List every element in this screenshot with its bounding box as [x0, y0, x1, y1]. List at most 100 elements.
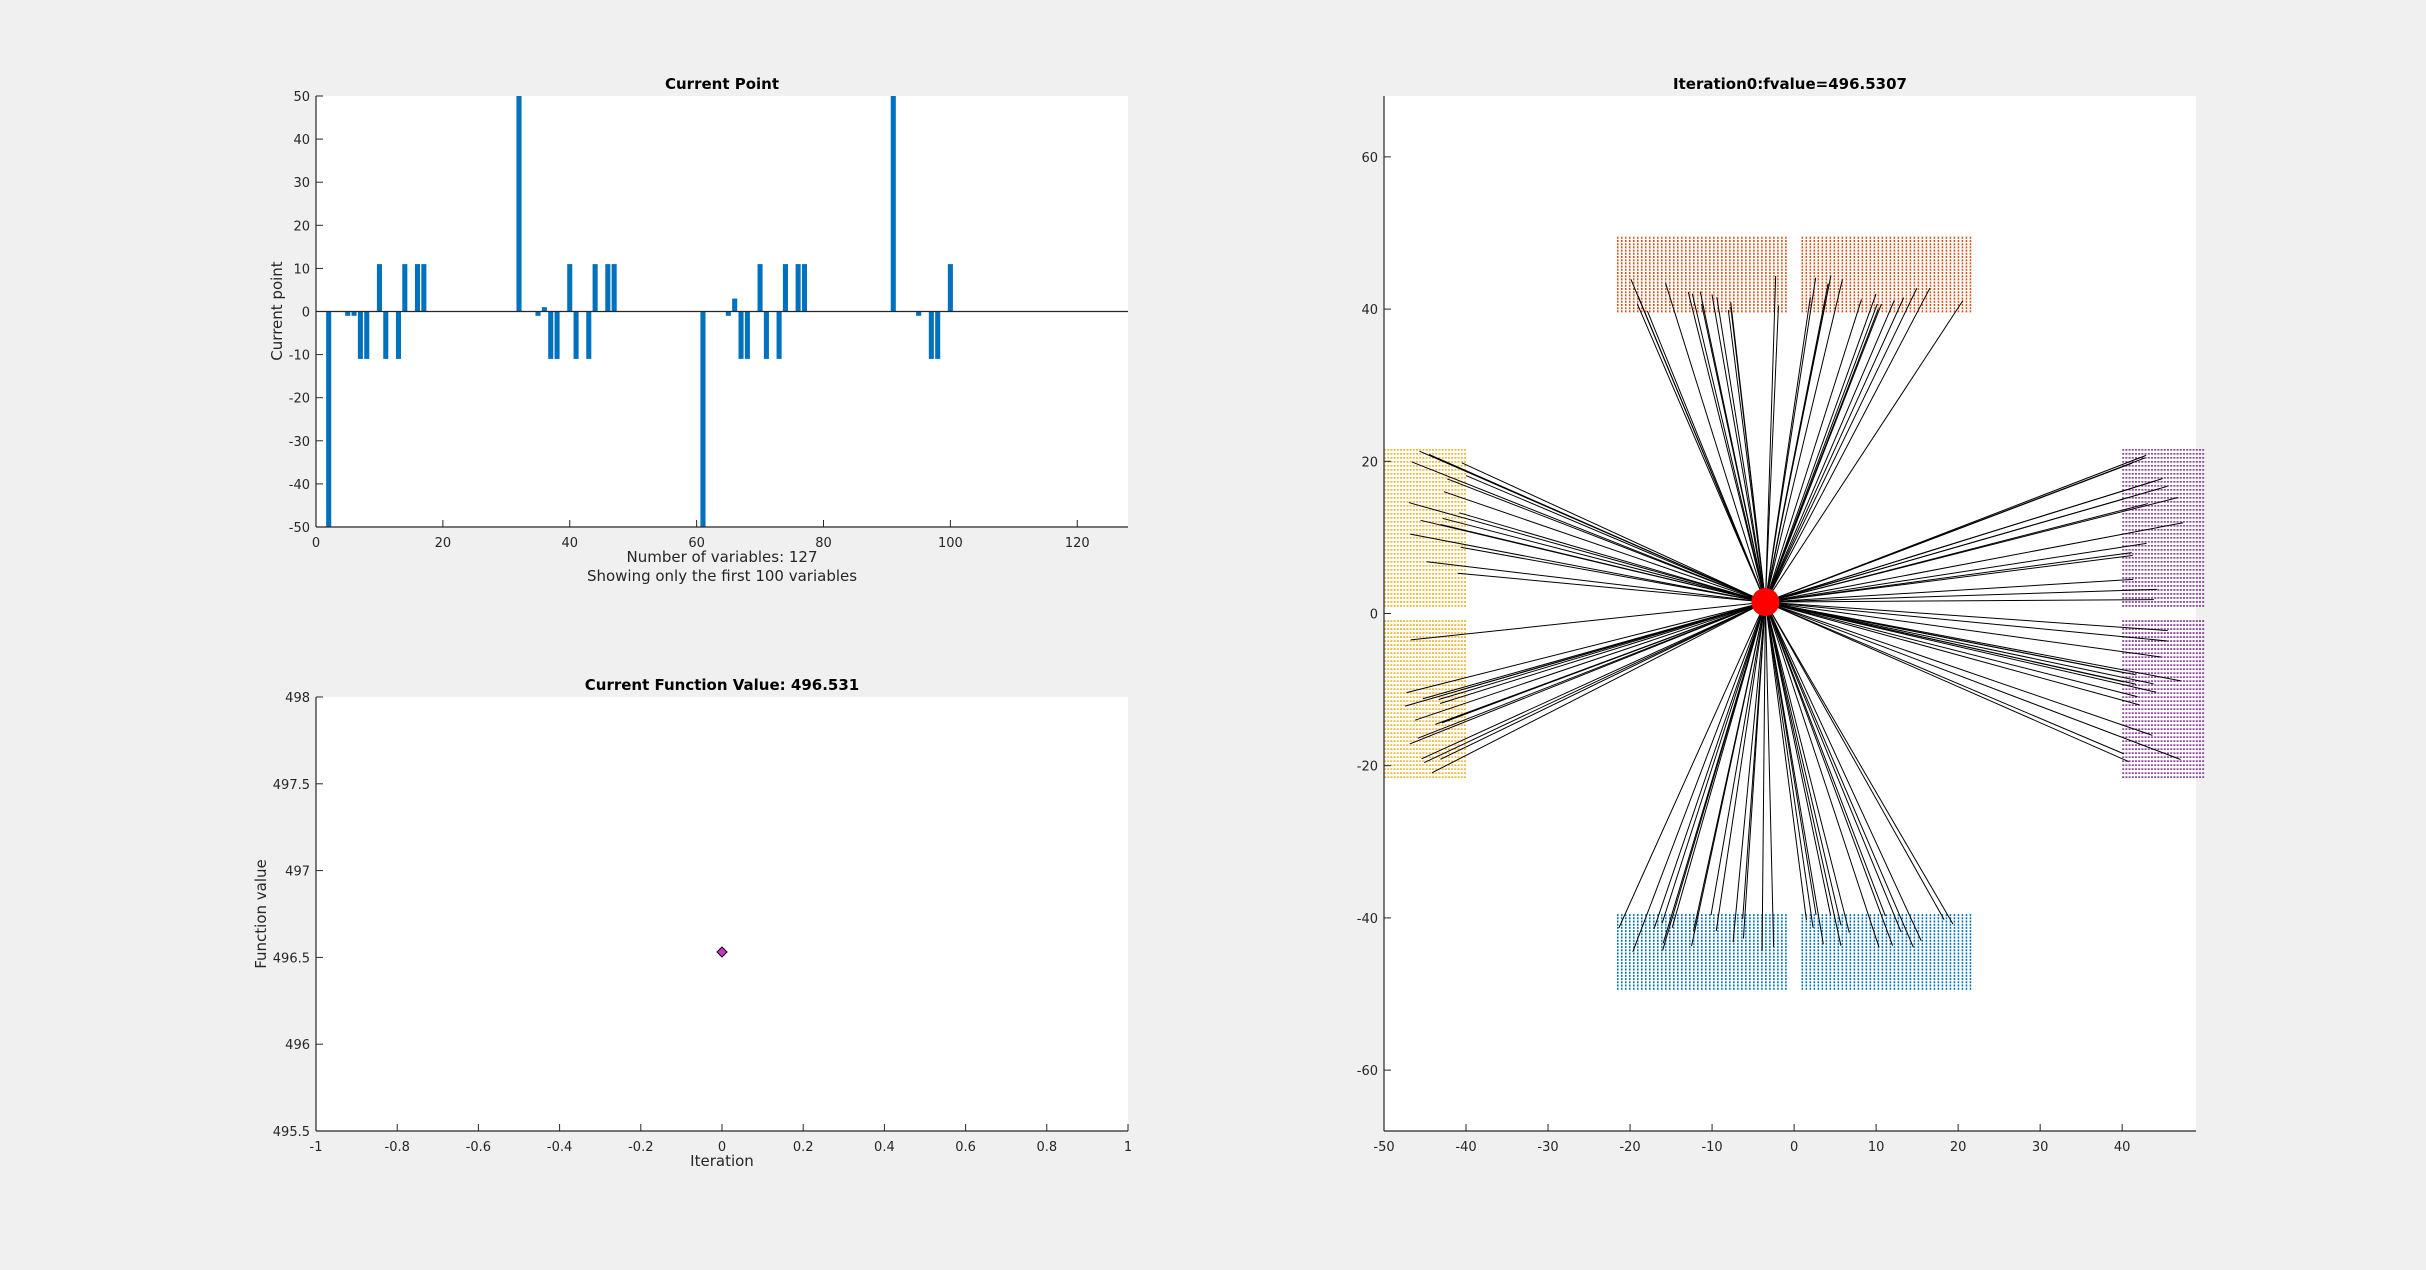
connection-line: [1408, 502, 1766, 603]
bar: [795, 264, 801, 312]
y-tick-label: -50: [289, 521, 310, 536]
bar: [725, 311, 731, 316]
bar: [732, 298, 738, 312]
x-tick-label: 0.2: [793, 1140, 814, 1155]
connection-line: [1764, 601, 1886, 917]
connection-line: [1764, 602, 1807, 921]
connection-line: [1764, 602, 1814, 928]
bar: [364, 311, 370, 359]
x-tick-label: -0.6: [466, 1140, 491, 1155]
connection-line: [1764, 297, 1905, 603]
bar: [402, 264, 408, 312]
connection-line: [1765, 601, 2153, 736]
connection-line: [1715, 602, 1766, 931]
x-tick-label: 10: [1868, 1140, 1885, 1155]
connection-line: [1765, 599, 2154, 603]
connection-line: [1765, 601, 2157, 693]
bar: [535, 311, 541, 316]
x-tick-label: 1: [1124, 1140, 1132, 1155]
connection-line: [1764, 601, 1880, 948]
y-tick-label: 40: [1361, 303, 1378, 318]
connection-line: [1426, 561, 1766, 603]
bar: [326, 311, 332, 527]
connection-line: [1653, 601, 1766, 930]
connection-line: [1764, 288, 1918, 603]
function-value-ylabel: Function value: [252, 859, 270, 969]
x-tick-label: -0.4: [547, 1140, 572, 1155]
y-tick-label: 495.5: [273, 1125, 310, 1140]
connection-line: [1764, 297, 1811, 603]
x-tick-label: 100: [938, 536, 963, 551]
connection-line: [1765, 601, 2154, 685]
current-point-axes: 0 20 40 60 80 100 120 -50 -40 -30 -20 -10 0 10 20 30 40 5…: [268, 75, 1128, 585]
x-tick-label: 0.8: [1036, 1140, 1057, 1155]
connection-line: [1765, 542, 2147, 603]
x-tick-label: -20: [1619, 1140, 1640, 1155]
current-point-bars: [326, 96, 953, 527]
connection-line: [1716, 297, 1766, 603]
connection-line: [1414, 601, 1766, 721]
network-connections: [1404, 275, 2184, 952]
y-tick-label: -40: [1357, 912, 1378, 927]
connection-line: [1764, 275, 1777, 603]
panel-right-top: [2122, 449, 2205, 607]
x-tick-label: 120: [1065, 536, 1090, 551]
connection-line: [1764, 601, 1842, 926]
y-tick-label: 50: [293, 90, 310, 105]
connection-line: [1420, 519, 1766, 603]
connection-line: [1764, 300, 1895, 603]
connection-line: [1440, 601, 1766, 760]
y-tick-label: -40: [289, 478, 310, 493]
variables-count-annotation: Number of variables: 127: [626, 548, 817, 566]
connection-line: [1765, 601, 2125, 755]
bar: [916, 311, 922, 316]
x-tick-label: 40: [561, 536, 578, 551]
bar: [586, 311, 592, 359]
x-tick-label: -40: [1455, 1140, 1476, 1155]
connection-line: [1406, 601, 1766, 694]
bar: [421, 264, 427, 312]
connection-line: [1431, 601, 1766, 774]
x-tick-label: 30: [2032, 1140, 2049, 1155]
bar: [516, 96, 522, 312]
bar: [782, 264, 788, 312]
y-tick-label: -10: [289, 349, 310, 364]
connection-line: [1701, 303, 1766, 603]
bar: [611, 264, 617, 312]
connection-line: [1711, 294, 1766, 603]
bar: [738, 311, 744, 359]
connection-line: [1417, 601, 1766, 739]
connection-line: [1764, 601, 1914, 948]
connection-line: [1765, 601, 2181, 682]
center-node: [1751, 588, 1780, 617]
bar: [757, 264, 763, 312]
connection-line: [1742, 602, 1766, 939]
connection-line: [1764, 299, 1862, 603]
y-tick-label: 40: [293, 133, 310, 148]
y-tick-label: 30: [293, 176, 310, 191]
connection-line: [1765, 588, 2158, 603]
connection-line: [1662, 601, 1766, 951]
connection-line: [1618, 601, 1766, 929]
connection-line: [1764, 601, 1922, 941]
connection-line: [1636, 303, 1766, 603]
x-tick-label: -10: [1701, 1140, 1722, 1155]
connection-line: [1424, 601, 1766, 763]
connection-line: [1732, 602, 1766, 943]
x-tick-label: -30: [1537, 1140, 1558, 1155]
function-value-points: [716, 946, 728, 958]
bar: [383, 311, 389, 359]
x-tick-label: -1: [310, 1140, 323, 1155]
connection-line: [1457, 572, 1766, 603]
bar: [541, 307, 547, 312]
bar: [605, 264, 611, 312]
network-ticks: -50 -40 -30 -20 -10 0 10 20 30 40 -60 -40 -20 0 20 40 60: [1357, 151, 2131, 1155]
network-title: Iteration0:fvalue=496.5307: [1673, 75, 1907, 93]
connection-line: [1764, 601, 1894, 946]
y-tick-label: -60: [1357, 1064, 1378, 1079]
bar: [345, 311, 351, 316]
connection-line: [1764, 601, 1902, 933]
x-tick-label: 0: [1790, 1140, 1798, 1155]
connection-line: [1665, 283, 1766, 603]
connection-line: [1764, 601, 1842, 946]
